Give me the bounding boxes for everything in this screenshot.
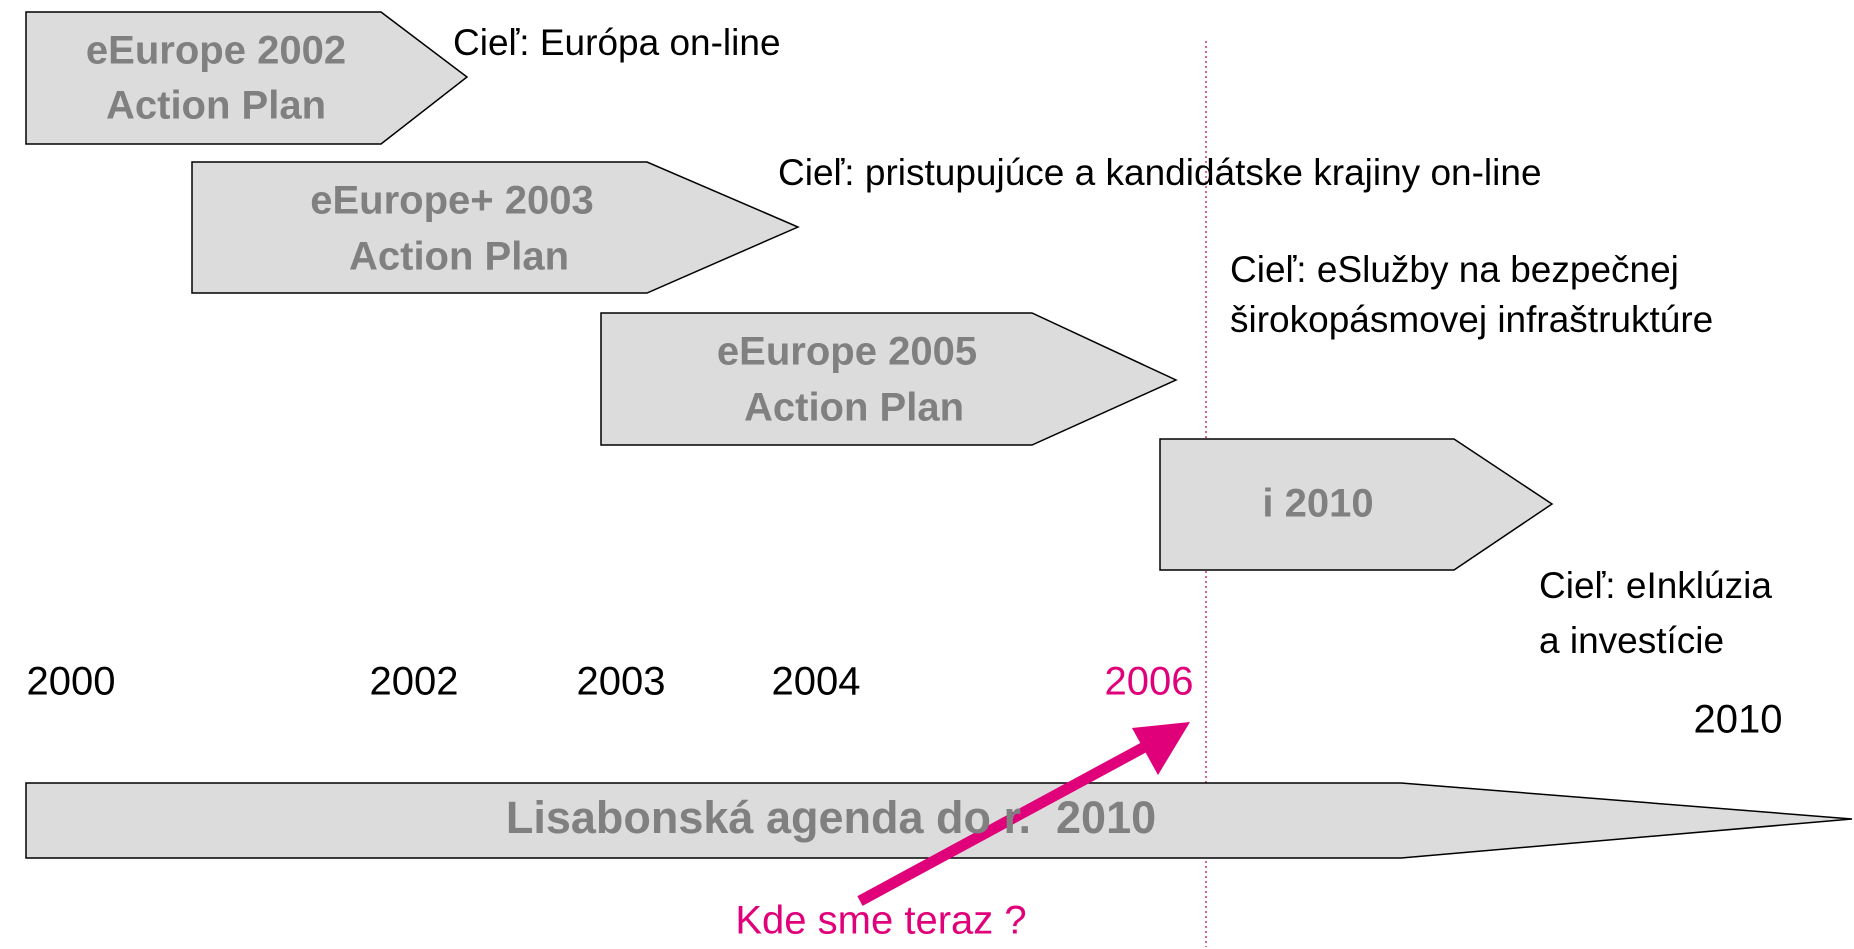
phase-label: eEurope+ 2003	[310, 179, 594, 223]
phase-label: eEurope 2005	[717, 330, 977, 374]
pointer-arrow-head	[1132, 722, 1190, 775]
year-label: 2002	[370, 660, 459, 704]
goal-text: širokopásmovej infraštruktúre	[1230, 299, 1713, 340]
goal-text: Cieľ: Európa on-line	[453, 22, 781, 63]
year-label: 2004	[772, 660, 861, 704]
phase-label: Action Plan	[106, 84, 326, 128]
phase-label: Action Plan	[744, 386, 964, 430]
year-label: 2003	[577, 660, 666, 704]
goal-text: Cieľ: eSlužby na bezpečnej	[1230, 249, 1679, 290]
phase-label: Action Plan	[349, 235, 569, 279]
agenda-arrow	[25, 782, 1853, 859]
goal-text: Cieľ: eInklúzia	[1539, 565, 1772, 606]
phase-arrow	[600, 312, 1178, 446]
year-label: 2000	[27, 660, 116, 704]
goal-text: Cieľ: pristupujúce a kandidátske krajiny…	[778, 152, 1542, 193]
goal-text: a investície	[1539, 620, 1724, 661]
phase-arrow	[25, 11, 469, 145]
phase-arrow	[191, 161, 800, 294]
agenda-label: Lisabonská agenda do r. 2010	[506, 792, 1156, 843]
year-label: 2006	[1105, 660, 1194, 704]
phase-arrow	[1159, 438, 1554, 571]
phase-label: eEurope 2002	[86, 29, 346, 73]
phase-label: i 2010	[1262, 482, 1373, 526]
pointer-arrow	[857, 739, 1153, 906]
note-text: Kde sme teraz ?	[735, 899, 1026, 943]
year-label: 2010	[1694, 698, 1783, 742]
